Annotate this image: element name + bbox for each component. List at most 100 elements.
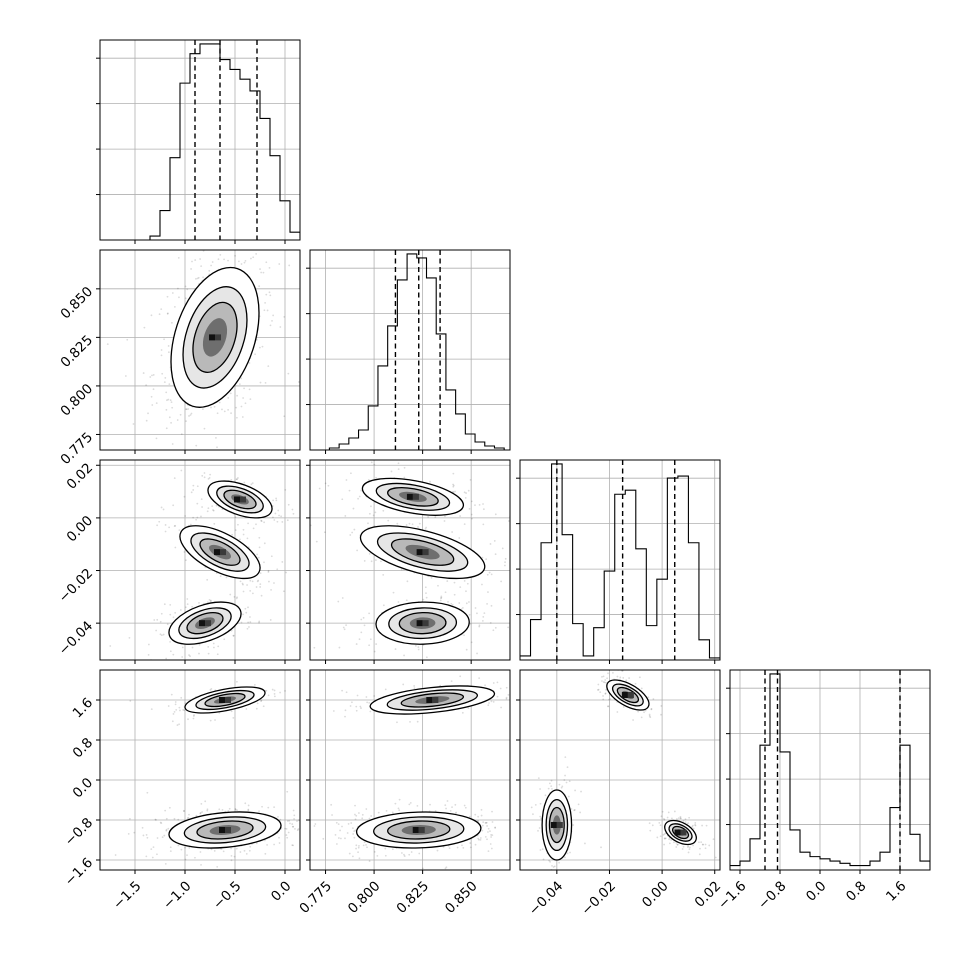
sample-point	[212, 646, 215, 649]
sample-point	[155, 437, 158, 440]
sample-point	[688, 848, 691, 851]
sample-point	[640, 716, 643, 719]
sample-point	[694, 822, 697, 824]
sample-point	[273, 519, 276, 521]
sample-point	[570, 808, 573, 810]
sample-point	[187, 816, 190, 819]
sample-point	[285, 827, 288, 830]
sample-point	[278, 836, 280, 839]
sample-point	[478, 838, 480, 841]
sample-point	[525, 815, 527, 817]
sample-point	[356, 549, 359, 552]
sample-point	[361, 817, 364, 820]
sample-point	[358, 857, 361, 860]
sample-point	[397, 601, 400, 603]
sample-point	[366, 701, 369, 704]
density-layer	[313, 675, 532, 870]
pair-panel-0-1	[99, 249, 301, 494]
sample-point	[272, 314, 275, 317]
sample-point	[483, 612, 486, 615]
sample-point	[651, 824, 654, 827]
sample-point	[213, 522, 216, 525]
sample-point	[229, 392, 232, 395]
sample-point	[580, 790, 582, 793]
sample-point	[416, 720, 419, 723]
sample-point	[156, 853, 158, 856]
sample-point	[616, 711, 619, 713]
x-tick-label: −1.5	[110, 878, 144, 912]
sample-point	[398, 809, 401, 812]
sample-point	[188, 813, 190, 816]
sample-point	[249, 845, 252, 848]
sample-point	[622, 677, 625, 679]
sample-point	[515, 624, 517, 626]
sample-point	[230, 412, 232, 415]
sample-point	[201, 474, 204, 477]
sample-point	[682, 845, 685, 848]
sample-point	[267, 694, 270, 697]
sample-point	[247, 621, 250, 624]
sample-point	[305, 822, 307, 824]
sample-point	[209, 719, 212, 722]
sample-point	[162, 508, 165, 511]
sample-point	[368, 612, 371, 615]
sample-point	[207, 477, 210, 480]
sample-point	[505, 696, 508, 699]
sample-point	[477, 815, 480, 818]
sample-point	[216, 412, 219, 415]
sample-point	[180, 696, 183, 699]
sample-point	[272, 499, 275, 502]
sample-point	[164, 809, 167, 812]
sample-point	[396, 721, 398, 724]
sample-point	[223, 638, 226, 641]
sample-point	[242, 533, 245, 536]
sample-point	[291, 508, 294, 511]
sample-point	[485, 558, 488, 561]
pair-panel-0-2	[99, 459, 301, 661]
sample-point	[648, 822, 651, 825]
sample-point	[382, 573, 385, 576]
pair-panel-1-2	[309, 459, 517, 661]
sample-point	[204, 800, 207, 803]
sample-point	[644, 709, 647, 712]
sample-point	[263, 521, 266, 524]
sample-point	[239, 538, 241, 541]
sample-point	[263, 839, 266, 842]
sample-point	[549, 860, 552, 863]
sample-point	[152, 388, 155, 391]
sample-point	[322, 837, 325, 840]
sample-point	[335, 843, 338, 845]
sample-point	[552, 866, 555, 868]
sample-point	[597, 688, 600, 691]
sample-point	[249, 579, 252, 582]
sample-point	[454, 490, 456, 493]
sample-point	[530, 829, 532, 831]
sample-point	[206, 578, 209, 581]
sample-point	[606, 677, 608, 680]
sample-point	[168, 806, 171, 809]
sample-point	[156, 618, 159, 621]
sample-point	[242, 397, 245, 399]
sample-point	[462, 846, 465, 849]
sample-point	[144, 492, 146, 494]
sample-point	[189, 523, 192, 526]
sample-point	[572, 824, 575, 826]
sample-point	[437, 584, 439, 587]
sample-point	[357, 851, 359, 854]
sample-point	[244, 607, 247, 610]
panel-frame	[99, 669, 301, 871]
sample-point	[365, 844, 367, 846]
sample-point	[374, 511, 377, 514]
sample-point	[387, 519, 390, 522]
sample-point	[245, 611, 248, 614]
sample-point	[464, 806, 467, 809]
sample-point	[468, 613, 471, 616]
sample-point	[168, 526, 171, 529]
sample-point	[271, 688, 274, 691]
sample-point	[480, 808, 483, 811]
sample-point	[679, 817, 682, 820]
y-tick-label: −0.8	[62, 815, 96, 849]
sample-point	[216, 865, 219, 868]
density-peak	[680, 829, 687, 836]
sample-point	[195, 518, 198, 521]
